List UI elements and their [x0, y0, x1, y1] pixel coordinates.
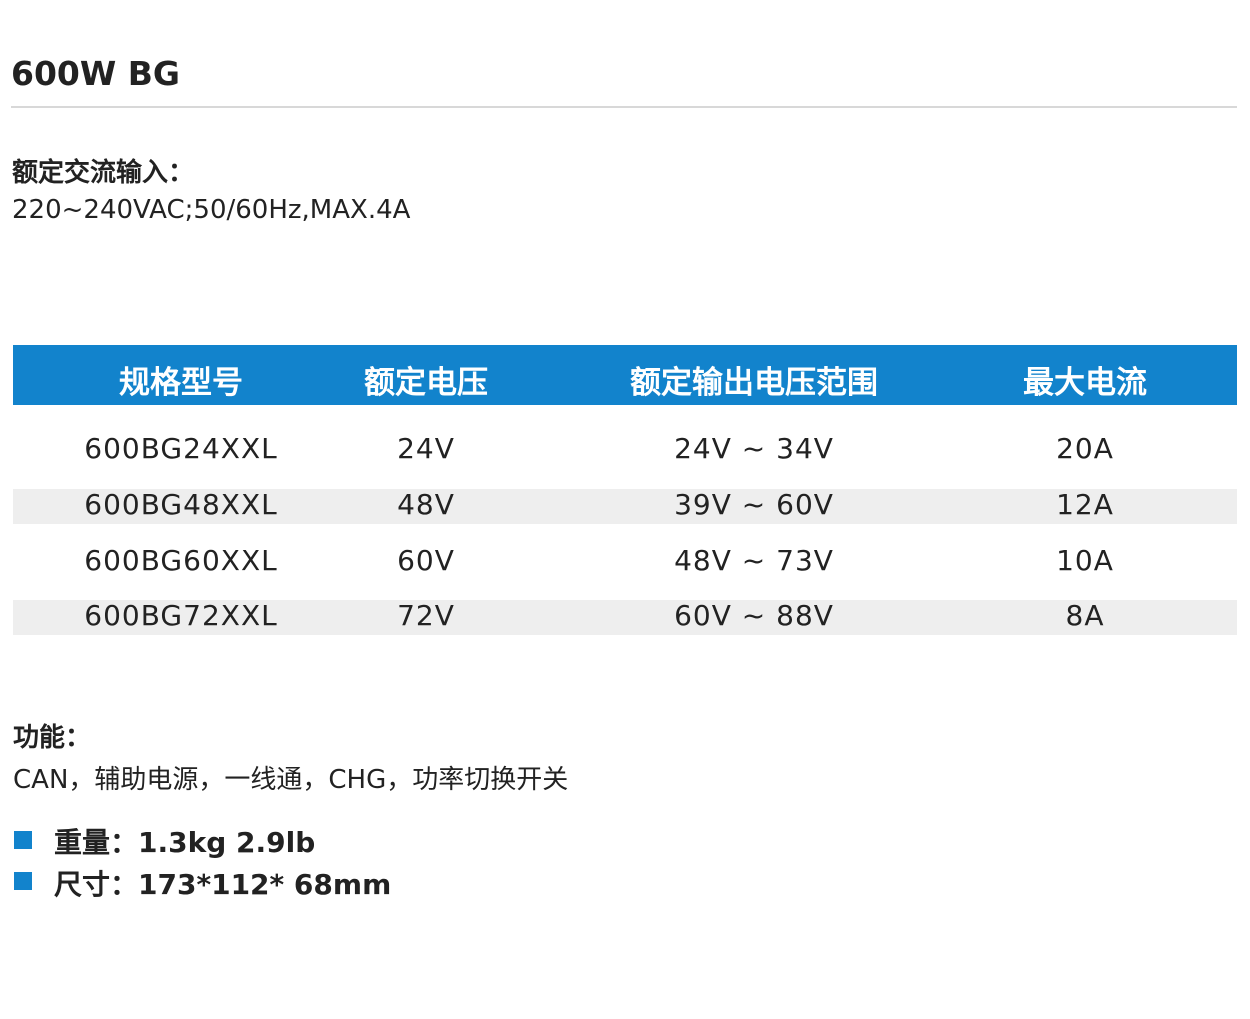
cell-voltage-range: 48V ~ 73V — [674, 544, 834, 577]
cell-voltage-range: 39V ~ 60V — [674, 488, 834, 521]
header-max-current: 最大电流 — [1023, 365, 1147, 401]
header-rated-voltage: 额定电压 — [364, 365, 488, 401]
table-row: 600BG24XXL 24V 24V ~ 34V 20A — [13, 432, 1237, 468]
divider — [11, 106, 1237, 108]
cell-max-current: 12A — [1056, 488, 1114, 521]
input-label: 额定交流输入： — [12, 158, 195, 188]
cell-rated-voltage: 60V — [397, 544, 455, 577]
cell-model: 600BG72XXL — [84, 599, 278, 632]
weight-spec: 重量：1.3kg 2.9lb — [54, 826, 316, 859]
dimension-spec: 尺寸：173*112* 68mm — [54, 868, 392, 901]
cell-max-current: 8A — [1065, 599, 1105, 632]
header-voltage-range: 额定输出电压范围 — [630, 365, 878, 401]
features-value: CAN，辅助电源，一线通，CHG，功率切换开关 — [13, 765, 569, 795]
table-row: 600BG60XXL 60V 48V ~ 73V 10A — [13, 544, 1237, 580]
bullet-icon — [14, 831, 32, 849]
cell-max-current: 10A — [1056, 544, 1114, 577]
cell-voltage-range: 24V ~ 34V — [674, 432, 834, 465]
cell-voltage-range: 60V ~ 88V — [674, 599, 834, 632]
cell-model: 600BG60XXL — [84, 544, 278, 577]
cell-max-current: 20A — [1056, 432, 1114, 465]
table-row: 600BG48XXL 48V 39V ~ 60V 12A — [13, 488, 1237, 524]
cell-model: 600BG48XXL — [84, 488, 278, 521]
features-label: 功能： — [13, 723, 92, 753]
cell-model: 600BG24XXL — [84, 432, 278, 465]
header-model: 规格型号 — [119, 365, 243, 401]
cell-rated-voltage: 72V — [397, 599, 455, 632]
cell-rated-voltage: 48V — [397, 488, 455, 521]
table-header: 规格型号 额定电压 额定输出电压范围 最大电流 — [13, 345, 1237, 405]
input-value: 220~240VAC;50/60Hz,MAX.4A — [12, 195, 411, 225]
bullet-icon — [14, 872, 32, 890]
cell-rated-voltage: 24V — [397, 432, 455, 465]
product-title: 600W BG — [11, 54, 181, 93]
table-row: 600BG72XXL 72V 60V ~ 88V 8A — [13, 599, 1237, 635]
